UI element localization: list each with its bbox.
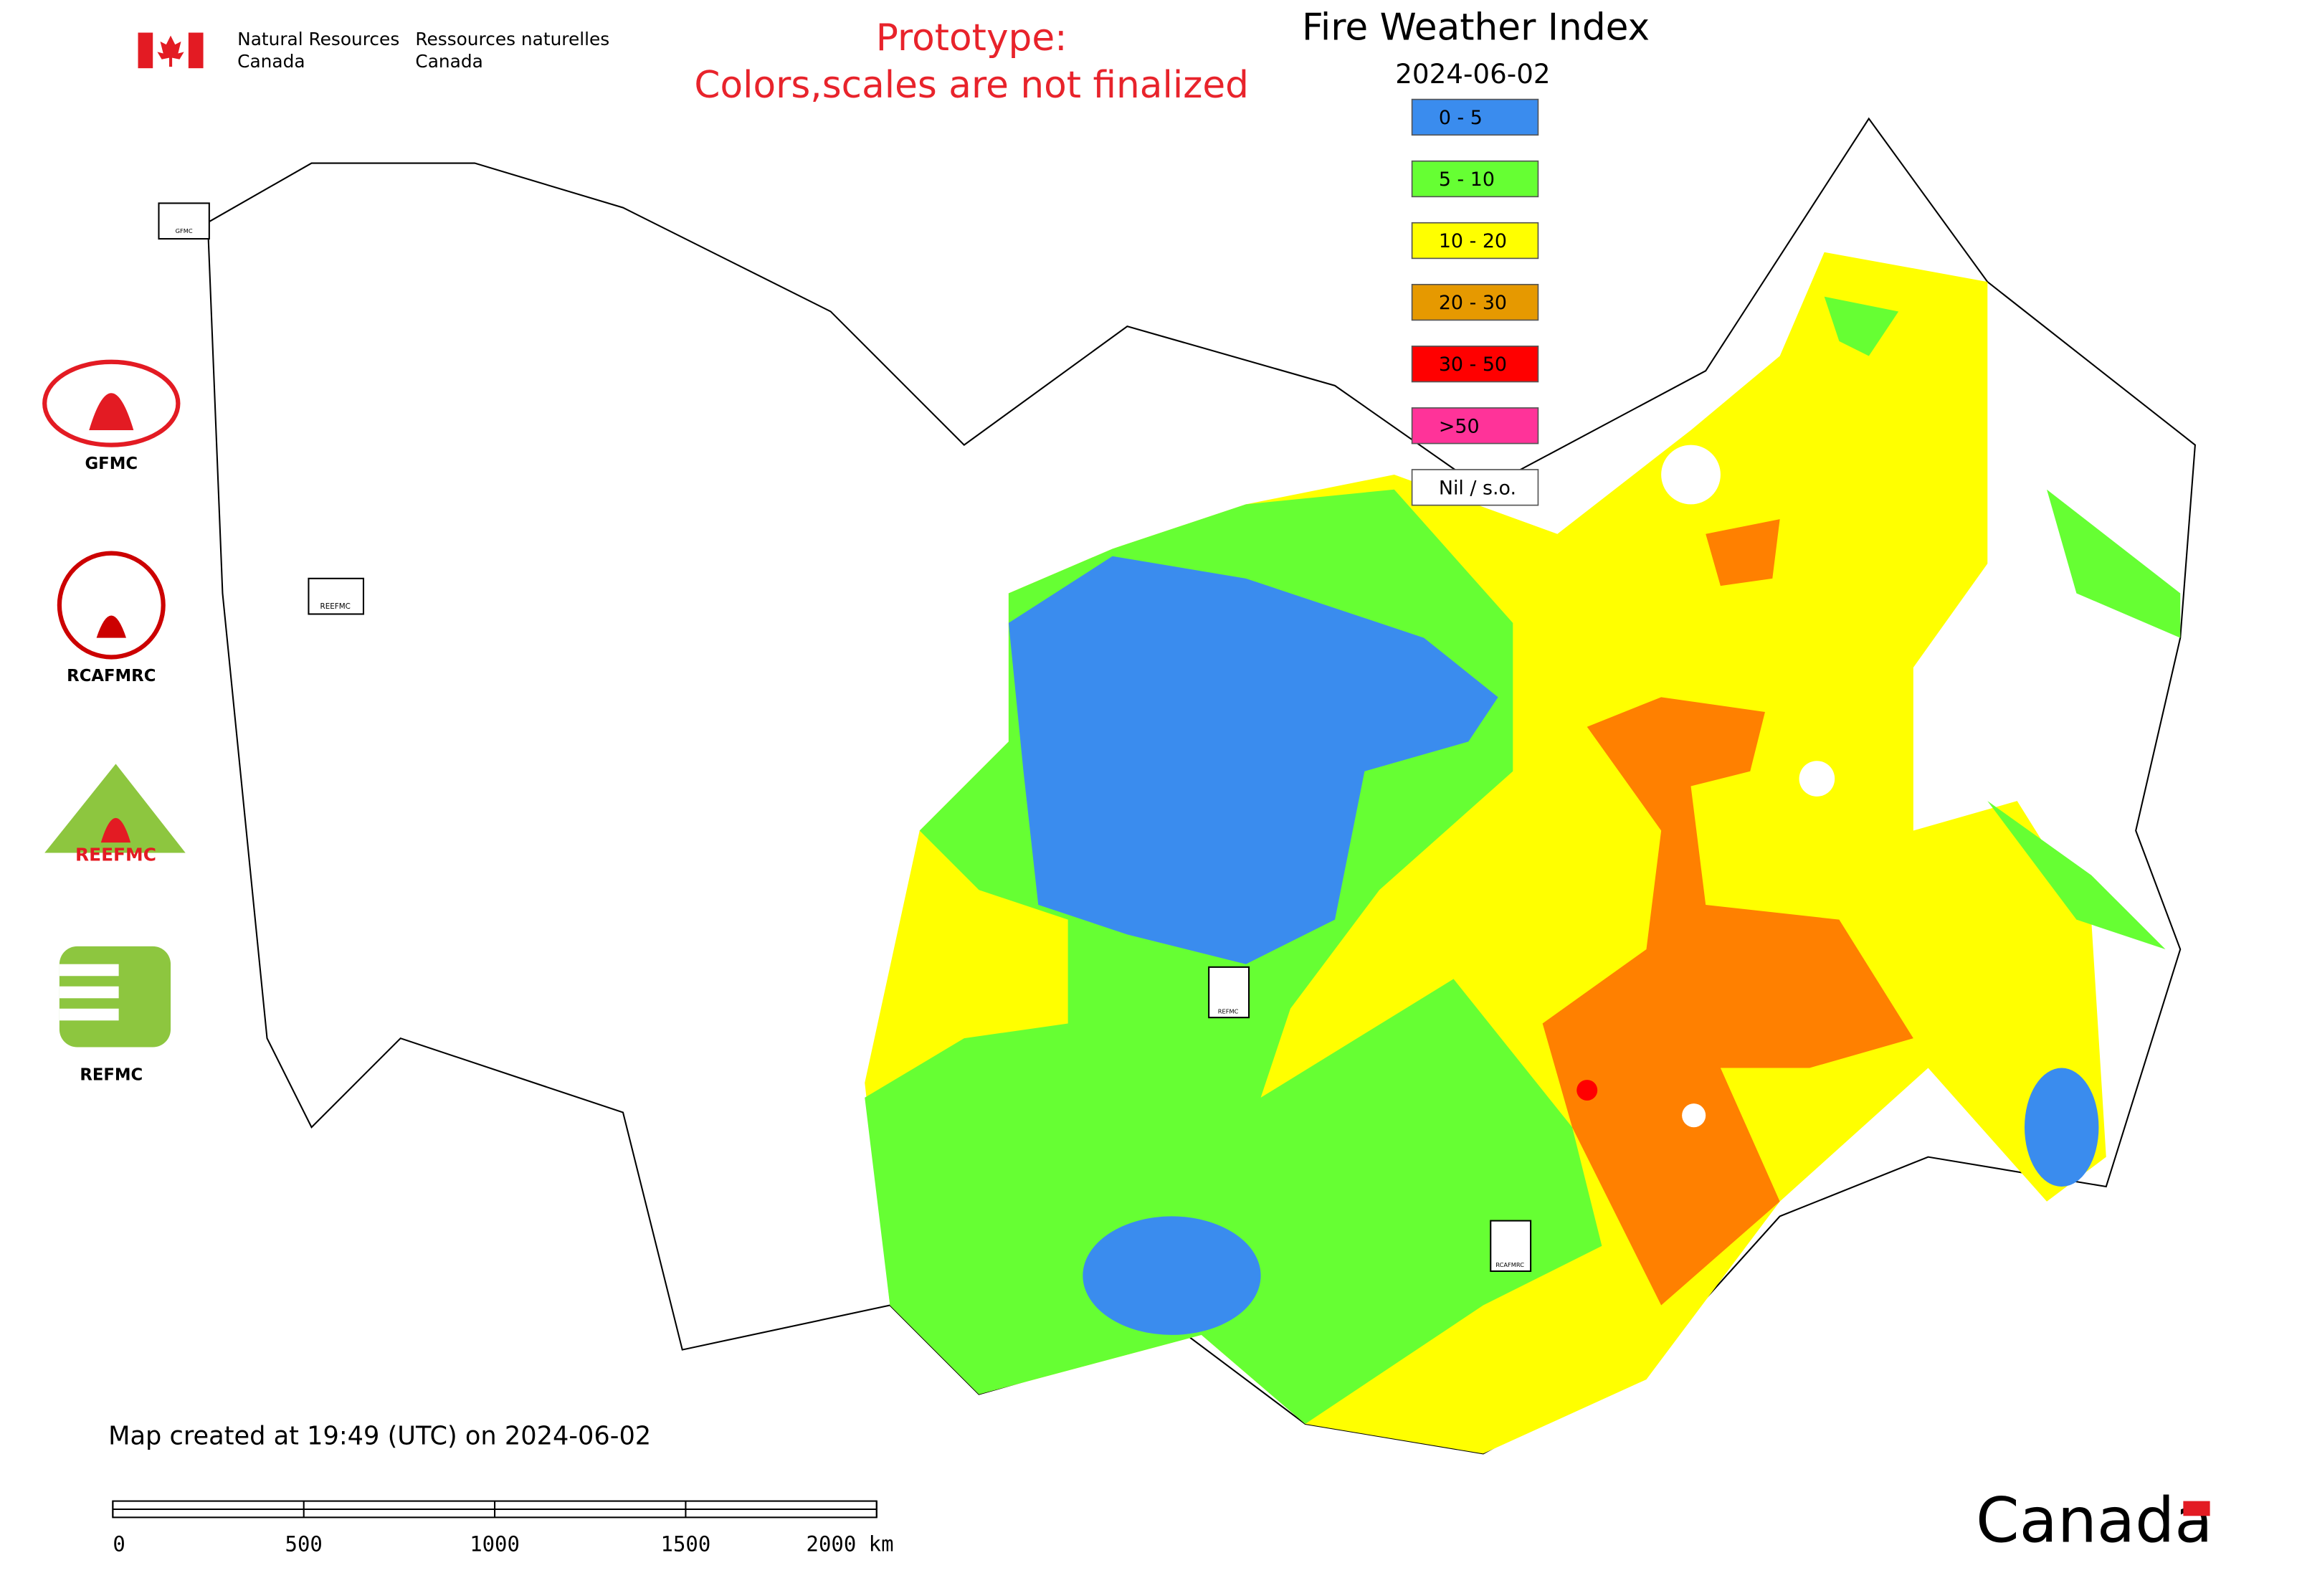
map-marker-label: GFMC	[176, 227, 193, 234]
map-title: Fire Weather Index	[1302, 6, 1650, 49]
legend: 0 - 5 5 - 10 10 - 20 20 - 30 30 - 50 >50 Nil /…	[1411, 98, 1539, 506]
legend-swatch	[1411, 283, 1539, 321]
legend-swatch	[1411, 222, 1539, 260]
logo-rcafmrc	[57, 551, 166, 660]
legend-label: 5 - 10	[1439, 168, 1495, 191]
logo-label: RCAFMRC	[67, 667, 156, 685]
department-en: Natural Resources	[237, 29, 399, 49]
legend-swatch	[1411, 346, 1539, 383]
legend-label: 30 - 50	[1439, 353, 1507, 376]
scale-label: 2000 km	[807, 1532, 894, 1557]
scale-label: 1000	[470, 1532, 520, 1557]
fwi-regions	[865, 252, 2181, 1454]
legend-swatch	[1411, 407, 1539, 445]
scale-label: 1500	[661, 1532, 711, 1557]
logo-label: REEFMC	[75, 845, 156, 865]
department-fr: Canada	[415, 51, 482, 72]
notice: Prototype:	[876, 16, 1067, 60]
map-date: 2024-06-02	[1395, 58, 1550, 90]
scale-label: 0	[113, 1532, 125, 1557]
logo-gfmc	[42, 359, 181, 447]
logo-reefmc	[44, 764, 186, 853]
wordmark-flag	[2183, 1501, 2210, 1516]
logo-label: REFMC	[80, 1065, 143, 1084]
legend-swatch	[1411, 160, 1539, 198]
map-marker	[308, 577, 365, 615]
logo-refmc	[59, 946, 171, 1048]
map-marker	[1490, 1220, 1532, 1272]
legend-label: 10 - 20	[1439, 230, 1507, 252]
map-marker-label: RCAFMRC	[1495, 1261, 1524, 1268]
legend-swatch	[1411, 469, 1539, 506]
legend-label: 20 - 30	[1439, 292, 1507, 314]
map-marker-label: REFMC	[1218, 1007, 1239, 1015]
map-marker	[158, 202, 210, 240]
department-fr: Ressources naturelles	[415, 29, 609, 49]
canada-wordmark: Canada	[1976, 1485, 2213, 1557]
map-marker	[1208, 966, 1250, 1019]
legend-label: Nil / s.o.	[1439, 477, 1516, 499]
logo-label: GFMC	[85, 455, 138, 473]
legend-label: 0 - 5	[1439, 107, 1483, 129]
legend-swatch	[1411, 98, 1539, 136]
scale-bar: 0 500 1000 1500 2000 km	[112, 1500, 894, 1557]
department-en: Canada	[237, 51, 305, 72]
scale-label: 500	[285, 1532, 323, 1557]
created-note: Map created at 19:49 (UTC) on 2024-06-02	[108, 1422, 651, 1451]
legend-label: >50	[1439, 415, 1480, 437]
flag	[138, 32, 204, 69]
notice: Colors,scales are not finalized	[694, 64, 1249, 107]
map-marker-label: REEFMC	[320, 602, 351, 611]
